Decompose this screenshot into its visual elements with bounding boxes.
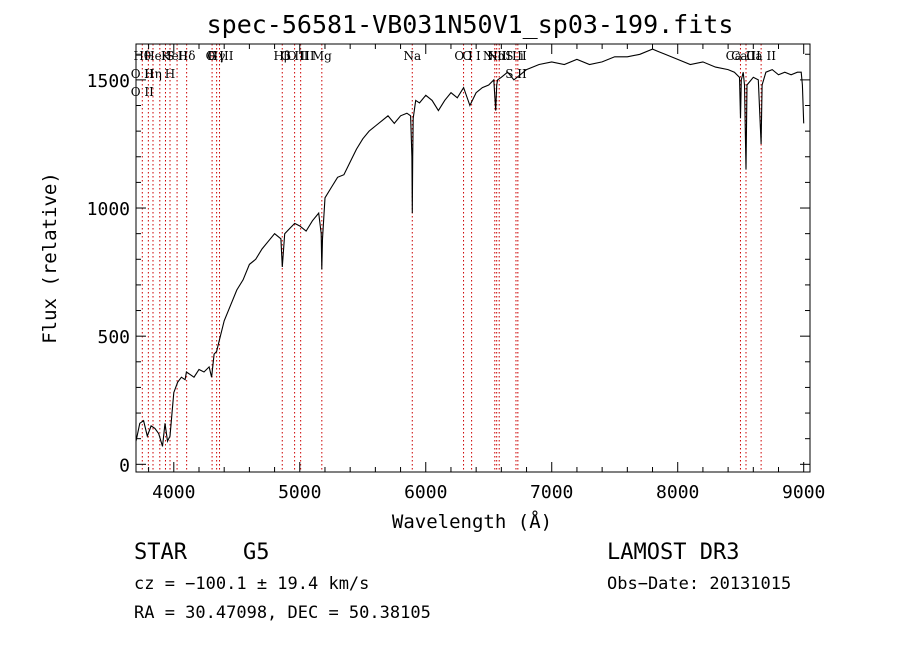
x-tick-label: 5000 [278, 482, 321, 503]
x-tick-label: 6000 [404, 482, 447, 503]
line-label: O II [131, 67, 154, 81]
line-label: Mg [312, 49, 332, 63]
redshift-velocity: cz = −100.1 ± 19.4 km/s [134, 574, 370, 594]
line-label: O III [281, 49, 309, 63]
observation-date: Obs−Date: 20131015 [607, 574, 792, 594]
x-axis-ticks: 4000 5000 6000 7000 8000 9000 [148, 44, 825, 503]
line-label: N II [487, 49, 511, 63]
line-label: Hβ [274, 49, 291, 63]
line-label: K [161, 49, 171, 63]
line-label: S II [166, 49, 188, 63]
y-tick-label: 500 [97, 327, 130, 348]
chart-title: spec-56581-VB031N50V1_sp03-199.fits [207, 10, 734, 39]
line-label: O III [206, 49, 234, 63]
line-label: G [207, 49, 217, 63]
plot-frame [135, 43, 811, 473]
x-axis-label: Wavelength (Å) [392, 510, 552, 533]
x-tick-label: 9000 [782, 482, 825, 503]
object-class: STAR [134, 540, 187, 565]
y-axis-label: Flux (relative) [39, 172, 61, 344]
object-subclass: G5 [243, 540, 270, 565]
line-label: Hα [487, 49, 506, 63]
x-tick-label: 8000 [656, 482, 699, 503]
line-label: H [165, 67, 175, 81]
line-label: Ca II [746, 49, 776, 63]
line-label: Ca II [726, 49, 756, 63]
spectrum-line [135, 48, 805, 447]
y-tick-label: 0 [119, 455, 130, 476]
line-label: Hη [144, 67, 162, 81]
line-label: Hδ [178, 49, 196, 63]
line-label: N II [483, 49, 507, 63]
line-label: Ca II [731, 49, 761, 63]
line-label: Hγ [208, 49, 226, 63]
line-label: Na [403, 49, 421, 63]
line-label: O II [131, 85, 154, 99]
line-label: O I [454, 49, 473, 63]
line-label: S II [505, 67, 527, 81]
line-label: O I [462, 49, 481, 63]
line-label: He [144, 49, 162, 63]
y-axis-ticks: 0 500 1000 1500 [87, 53, 810, 476]
line-label: Hθ [133, 49, 151, 63]
ra-dec-coordinates: RA = 30.47098, DEC = 50.38105 [134, 603, 431, 623]
y-tick-label: 1500 [87, 71, 130, 92]
y-tick-label: 1000 [87, 199, 130, 220]
line-label: O III [287, 49, 315, 63]
line-label: Li [512, 49, 524, 63]
line-label: S II [505, 49, 527, 63]
x-tick-label: 4000 [152, 482, 195, 503]
line-label: He [161, 49, 179, 63]
survey-name: LAMOST DR3 [607, 540, 740, 565]
x-tick-label: 7000 [530, 482, 573, 503]
spectral-line-markers [141, 44, 762, 472]
